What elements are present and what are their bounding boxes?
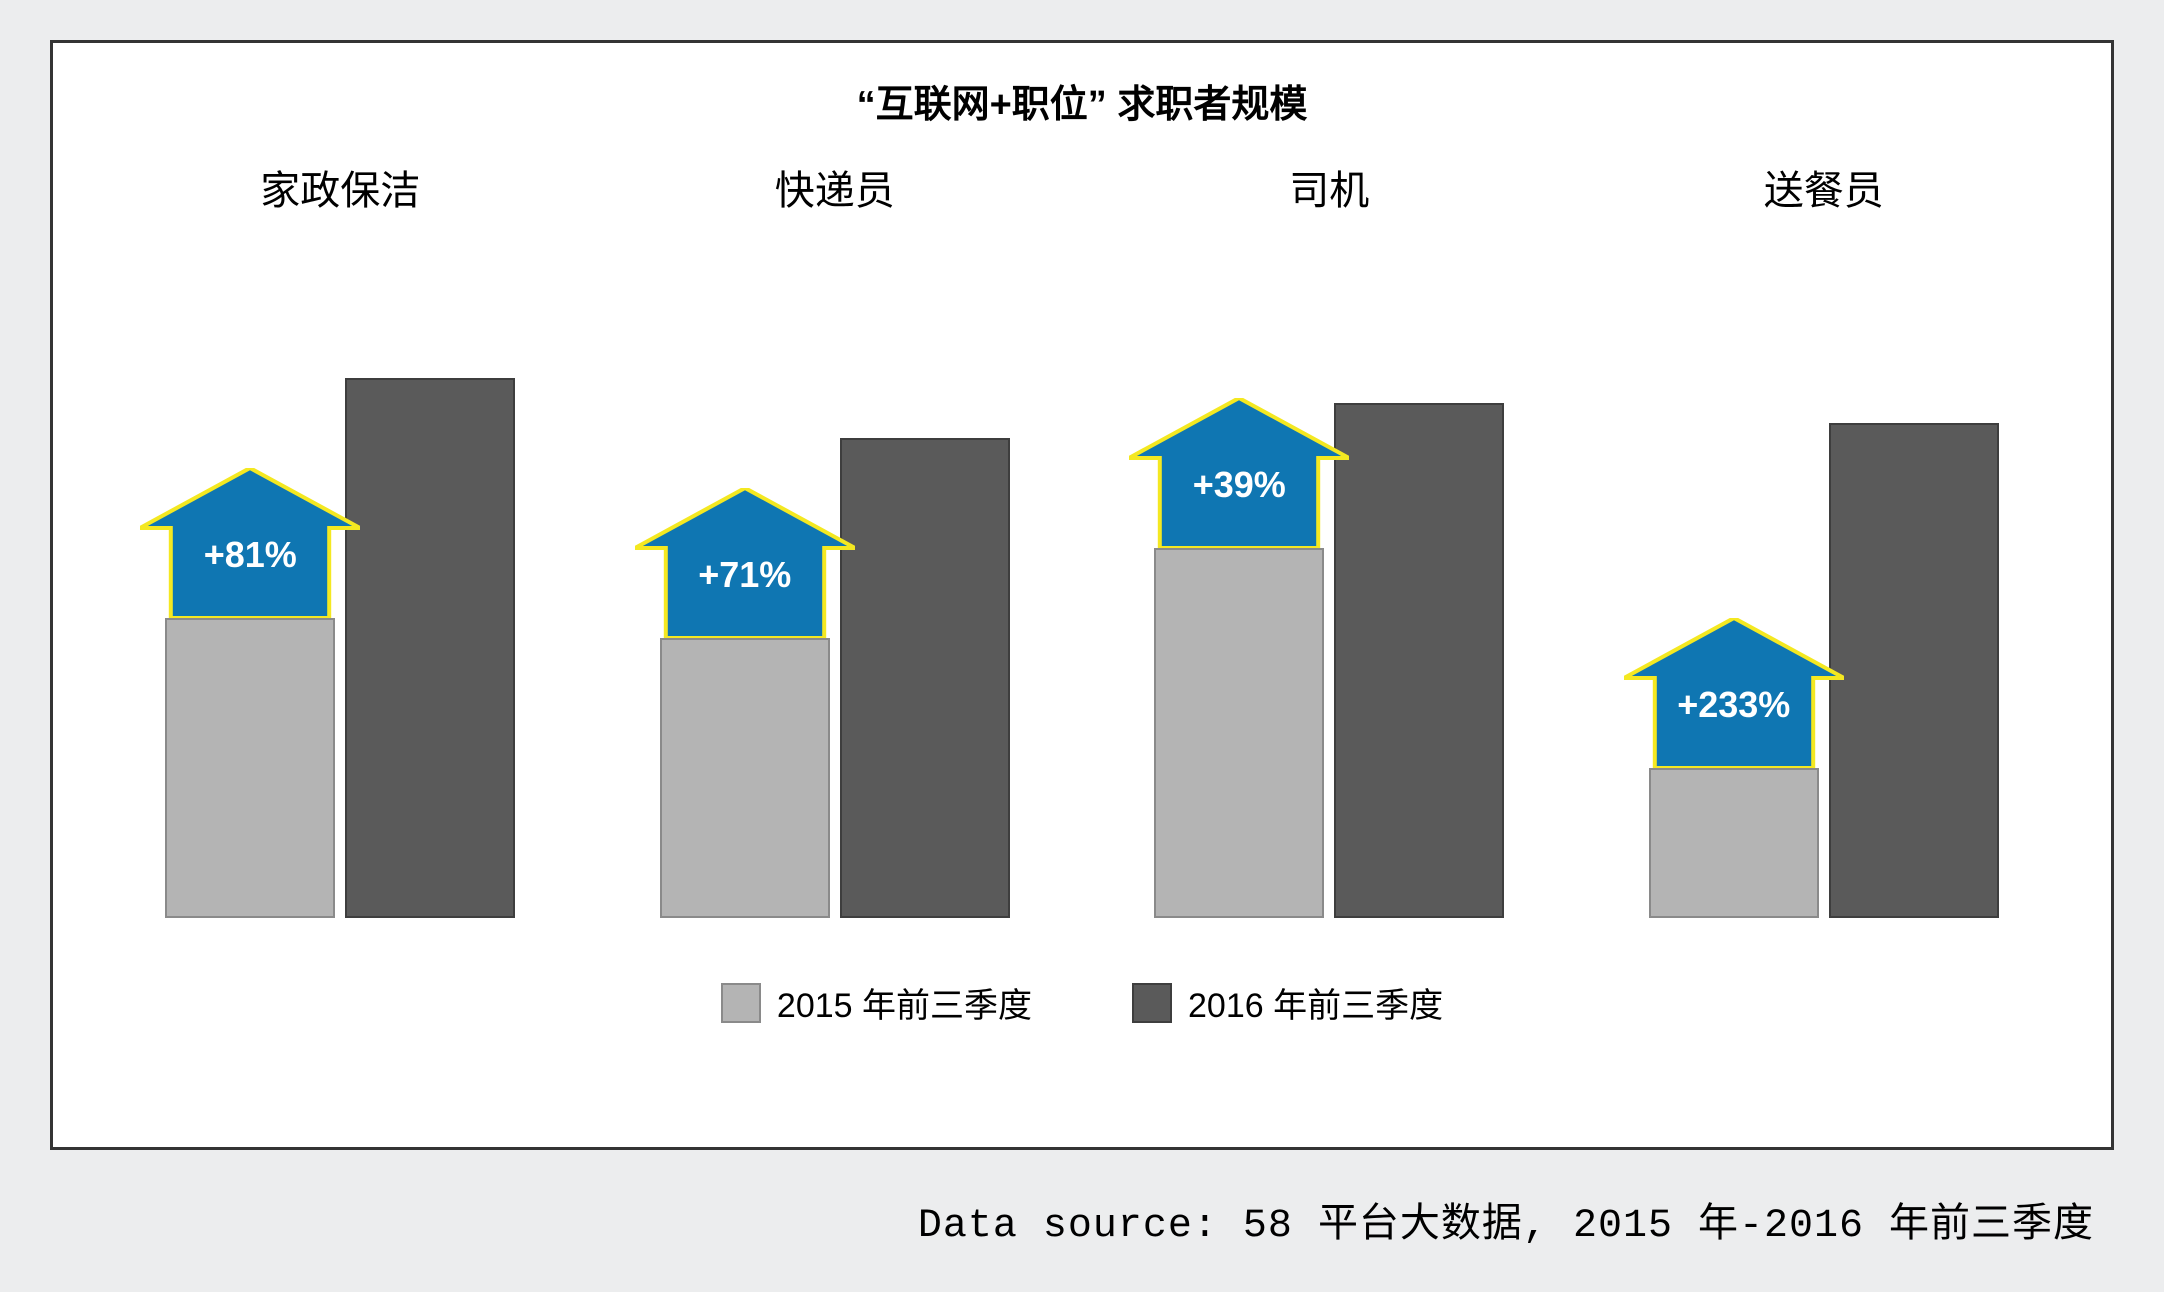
bars-area: +233% <box>1577 228 2072 918</box>
group-label: 快递员 <box>775 158 895 228</box>
legend-swatch <box>721 983 761 1023</box>
bars-area: +81% <box>93 228 588 918</box>
chart-group: 家政保洁 +81% <box>93 158 588 918</box>
legend-swatch <box>1132 983 1172 1023</box>
chart-groups: 家政保洁 +81% 快递员 +71% 司机 +39% 送餐员 +233% <box>93 158 2071 918</box>
chart-group: 司机 +39% <box>1082 158 1577 918</box>
chart-legend: 2015 年前三季度 2016 年前三季度 <box>93 978 2071 1027</box>
chart-group: 送餐员 +233% <box>1577 158 2072 918</box>
growth-callout: +39% <box>1129 398 1349 548</box>
callout-text: +71% <box>635 554 855 596</box>
growth-callout: +81% <box>140 468 360 618</box>
chart-title: “互联网+职位” 求职者规模 <box>93 73 2071 128</box>
group-label: 家政保洁 <box>260 158 420 228</box>
callout-text: +81% <box>140 534 360 576</box>
page-root: “互联网+职位” 求职者规模 家政保洁 +81% 快递员 +71% 司机 +39% 送餐员 +… <box>0 0 2164 1292</box>
bar-2015 <box>660 638 830 918</box>
legend-item: 2016 年前三季度 <box>1132 978 1443 1027</box>
legend-label: 2016 年前三季度 <box>1188 978 1443 1027</box>
bar-2016 <box>840 438 1010 918</box>
data-source-text: Data source: 58 平台大数据, 2015 年-2016 年前三季度 <box>50 1190 2114 1249</box>
legend-item: 2015 年前三季度 <box>721 978 1032 1027</box>
legend-label: 2015 年前三季度 <box>777 978 1032 1027</box>
callout-text: +39% <box>1129 464 1349 506</box>
bar-2016 <box>1829 423 1999 918</box>
bar-2016 <box>345 378 515 918</box>
growth-callout: +71% <box>635 488 855 638</box>
bars-area: +71% <box>588 228 1083 918</box>
chart-group: 快递员 +71% <box>588 158 1083 918</box>
bar-2015 <box>1649 768 1819 918</box>
bar-2015 <box>165 618 335 918</box>
bar-2016 <box>1334 403 1504 918</box>
bar-2015 <box>1154 548 1324 918</box>
group-label: 送餐员 <box>1764 158 1884 228</box>
callout-text: +233% <box>1624 684 1844 726</box>
bars-area: +39% <box>1082 228 1577 918</box>
group-label: 司机 <box>1289 158 1369 228</box>
growth-callout: +233% <box>1624 618 1844 768</box>
chart-frame: “互联网+职位” 求职者规模 家政保洁 +81% 快递员 +71% 司机 +39% 送餐员 +… <box>50 40 2114 1150</box>
